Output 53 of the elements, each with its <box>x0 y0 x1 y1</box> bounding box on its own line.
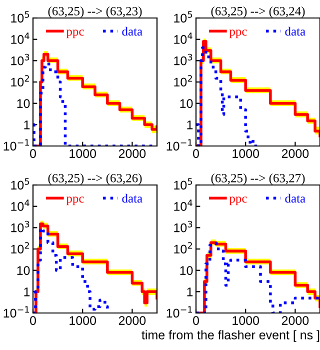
chart-title: (63,25) --> (63,24) <box>211 6 305 18</box>
legend-label: data <box>285 26 306 36</box>
x-tick-label: 0 <box>30 149 36 158</box>
x-tick-label: 2000 <box>282 316 309 325</box>
y-tick-label: 10 <box>180 266 193 275</box>
y-tick-label: 10 <box>17 266 30 275</box>
y-tick-label: 10$^{−1}$ <box>4 306 29 318</box>
legend-label: data <box>122 194 142 203</box>
y-tick-label: 10$^{5}$ <box>174 11 192 23</box>
x-tick-label: 1000 <box>70 149 96 158</box>
y-tick-label: 10 <box>180 99 193 108</box>
y-tick-label: 10$^{2}$ <box>174 75 192 87</box>
y-tick-label: 10$^{−1}$ <box>166 139 192 151</box>
y-tick-label: 10$^{4}$ <box>174 200 192 211</box>
y-tick-label: 10$^{3}$ <box>11 54 30 66</box>
y-tick-label: 1 <box>187 288 193 296</box>
legend-label: data <box>285 194 306 203</box>
x-axis-title: time from the flasher event [ ns ] <box>142 330 320 342</box>
chart-title: (63,25) --> (63,27) <box>211 174 305 185</box>
y-tick-label: 10$^{2}$ <box>11 75 29 87</box>
y-tick-label: 10 <box>17 99 30 108</box>
y-tick-label: 10$^{−1}$ <box>166 306 192 318</box>
chart-title: (63,25) --> (63,23) <box>48 6 142 18</box>
x-tick-label: 1000 <box>232 316 260 325</box>
x-tick-label: 2000 <box>118 316 146 325</box>
x-tick-label: 0 <box>30 316 36 325</box>
y-tick-label: 10$^{5}$ <box>11 11 30 23</box>
chart-title: (63,25) --> (63,26) <box>48 174 142 185</box>
legend-label: ppc <box>66 196 84 206</box>
y-tick-label: 10$^{4}$ <box>11 200 30 211</box>
legend-label: data <box>122 26 142 36</box>
y-tick-label: 10$^{−1}$ <box>4 139 29 151</box>
y-tick-label: 10$^{2}$ <box>174 242 192 254</box>
legend-label: ppc <box>66 30 84 38</box>
x-tick-label: 2000 <box>282 149 309 158</box>
x-tick-label: 1000 <box>232 149 260 158</box>
y-tick-label: 10$^{3}$ <box>11 220 30 232</box>
text: ppc <box>229 196 247 206</box>
y-tick-label: 10$^{5}$ <box>11 178 30 190</box>
y-tick-label: 1 <box>187 120 193 130</box>
y-tick-label: 10$^{4}$ <box>11 32 30 44</box>
y-tick-label: 10$^{2}$ <box>11 242 29 254</box>
y-tick-label: 10$^{3}$ <box>174 54 192 66</box>
x-tick-label: 0 <box>193 149 199 158</box>
series-label: ppc <box>229 30 247 38</box>
x-tick-label: 1000 <box>70 316 96 325</box>
x-tick-label: 2000 <box>118 149 146 158</box>
y-tick-label: 10$^{5}$ <box>174 178 192 190</box>
x-tick-label: 0 <box>193 316 199 325</box>
y-tick-label: 1 <box>24 120 30 130</box>
y-tick-label: 1 <box>24 288 30 296</box>
y-tick-label: 10$^{4}$ <box>174 32 192 44</box>
y-tick-label: 10$^{3}$ <box>174 220 192 232</box>
